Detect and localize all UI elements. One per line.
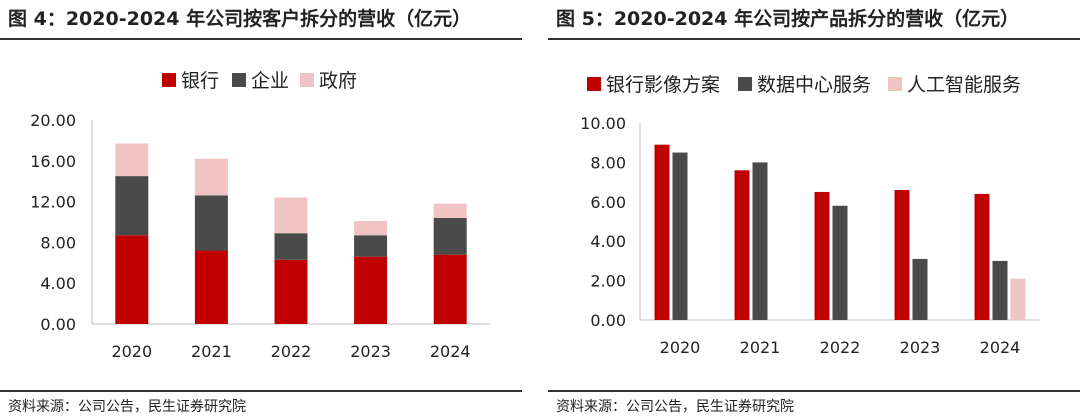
legend-swatch-3 [300, 73, 314, 87]
y-tick-label: 2.00 [590, 272, 626, 291]
figure-4-panel: 图 4：2020-2024 年公司按客户拆分的营收（亿元） 银行 企业 政府 0.00… [0, 0, 522, 416]
legend-label-3: 人工智能服务 [907, 74, 1021, 96]
legend-label-3: 政府 [319, 70, 357, 92]
y-tick-label: 20.00 [30, 111, 76, 130]
x-tick-label: 2020 [660, 338, 701, 357]
bar-银行影像方案-2021 [734, 170, 750, 320]
bar-政府-2023 [354, 220, 388, 236]
x-tick-label: 2022 [820, 338, 861, 357]
bar-银行影像方案-2020 [654, 144, 670, 320]
y-tick-label: 10.00 [580, 114, 626, 133]
legend-label-1: 银行 [181, 70, 219, 92]
legend-swatch-2 [232, 73, 246, 87]
legend-swatch-1 [162, 73, 176, 87]
y-tick-label: 4.00 [590, 232, 626, 251]
figure-4-bottom-rule [0, 390, 522, 392]
bar-数据中心服务-2021 [752, 162, 768, 320]
bar-企业-2024 [433, 217, 467, 255]
bar-银行影像方案-2024 [974, 193, 990, 320]
figure-5-chart: 银行影像方案 数据中心服务 人工智能服务 0.00 2.00 4.00 6.00 8.00 10… [580, 74, 1040, 357]
bar-银行-2021 [194, 250, 228, 324]
bar-政府-2024 [433, 203, 467, 218]
bar-银行-2020 [115, 235, 149, 324]
x-tick-label: 2022 [271, 342, 312, 361]
y-tick-label: 8.00 [590, 153, 626, 172]
legend-swatch-3 [888, 77, 902, 91]
y-tick-label: 8.00 [40, 233, 76, 252]
x-tick-label: 2020 [111, 342, 152, 361]
figure-4-source: 资料来源：公司公告，民生证券研究院 [8, 399, 246, 415]
bar-企业-2022 [274, 233, 308, 260]
legend-label-2: 数据中心服务 [757, 74, 871, 96]
x-tick-label: 2023 [900, 338, 941, 357]
figure-4-title: 图 4：2020-2024 年公司按客户拆分的营收（亿元） [8, 8, 472, 30]
y-tick-label: 6.00 [590, 193, 626, 212]
figure-4-chart: 银行 企业 政府 0.00 4.00 8.00 12.00 16.00 20.00 2020 202… [30, 70, 490, 361]
figure-5-top-rule [548, 38, 1080, 40]
legend-swatch-1 [587, 77, 601, 91]
bar-企业-2023 [354, 235, 388, 257]
bar-银行-2024 [433, 254, 467, 324]
bar-数据中心服务-2022 [832, 205, 848, 320]
y-tick-label: 4.00 [40, 274, 76, 293]
bar-企业-2020 [115, 176, 149, 236]
legend-label-1: 银行影像方案 [606, 74, 720, 96]
y-tick-label: 0.00 [590, 311, 626, 330]
legend-label-2: 企业 [251, 70, 289, 92]
bar-政府-2020 [115, 143, 149, 177]
bar-银行-2023 [354, 256, 388, 324]
x-tick-label: 2024 [430, 342, 471, 361]
y-tick-label: 16.00 [30, 152, 76, 171]
bar-银行影像方案-2022 [814, 191, 830, 320]
figure-4-top-rule [0, 38, 522, 40]
bar-政府-2022 [274, 197, 308, 234]
y-tick-label: 12.00 [30, 193, 76, 212]
figure-5-source: 资料来源：公司公告，民生证券研究院 [556, 399, 794, 415]
y-tick-label: 0.00 [40, 315, 76, 334]
figure-5-bottom-rule [548, 390, 1080, 392]
x-tick-label: 2021 [740, 338, 781, 357]
bar-企业-2021 [194, 195, 228, 251]
bar-政府-2021 [194, 158, 228, 196]
figure-5-panel: 图 5：2020-2024 年公司按产品拆分的营收（亿元） 银行影像方案 数据中心… [548, 0, 1080, 416]
bar-数据中心服务-2024 [992, 260, 1008, 320]
bar-人工智能服务-2024 [1010, 278, 1026, 320]
x-tick-label: 2021 [191, 342, 232, 361]
figure-5-title: 图 5：2020-2024 年公司按产品拆分的营收（亿元） [556, 8, 1020, 30]
bar-银行-2022 [274, 259, 308, 324]
legend-swatch-2 [738, 77, 752, 91]
bar-银行影像方案-2023 [894, 189, 910, 320]
bar-数据中心服务-2020 [672, 152, 688, 320]
x-tick-label: 2023 [350, 342, 391, 361]
bar-数据中心服务-2023 [912, 258, 928, 320]
x-tick-label: 2024 [980, 338, 1021, 357]
